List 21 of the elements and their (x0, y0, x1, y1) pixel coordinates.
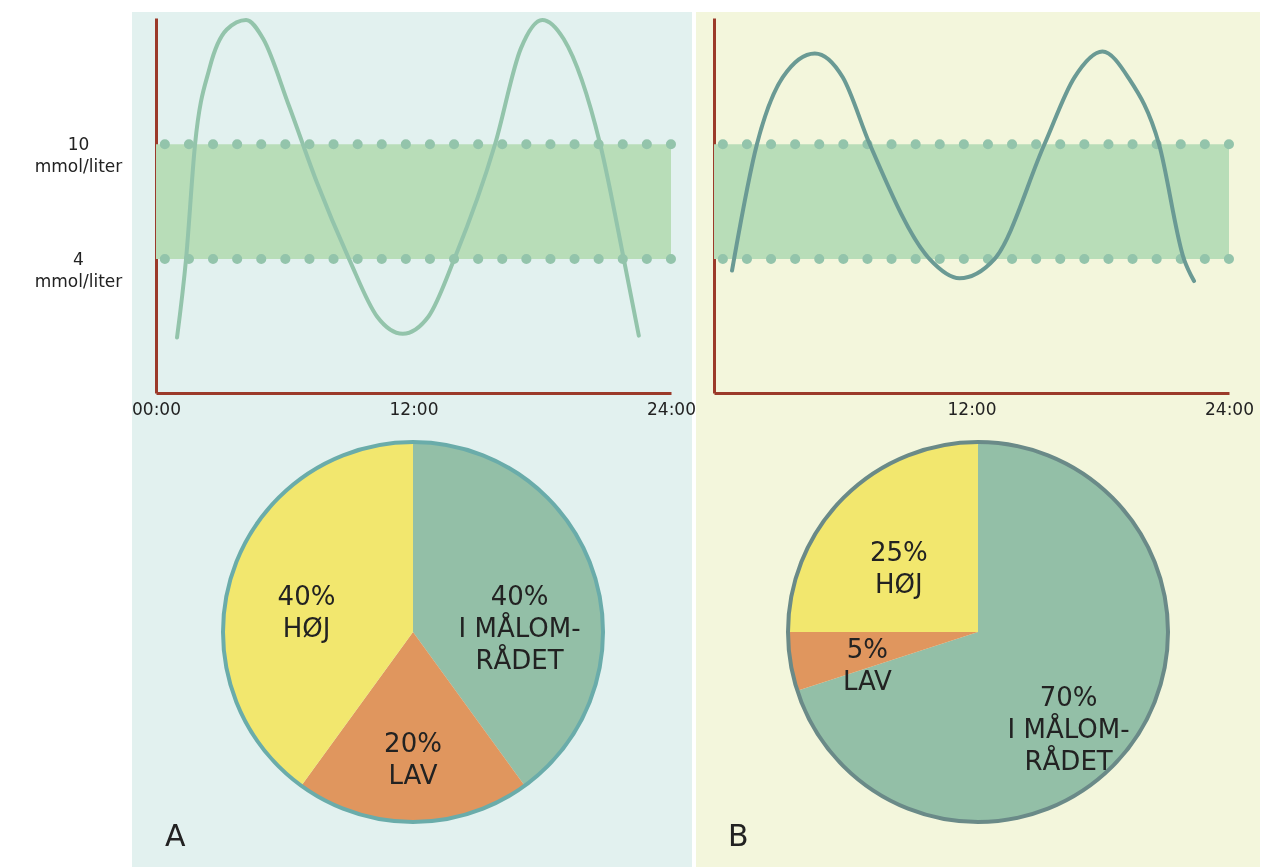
slice-label: I MÅLOM-RÅDET (1007, 712, 1130, 776)
data-label: 70% (1039, 681, 1098, 712)
data-label: 40% (277, 581, 336, 612)
x-tick-label: 12:00 (389, 398, 439, 419)
data-label: 25% (869, 536, 928, 567)
slice-label: HØJ (282, 613, 331, 644)
x-tick-label: 24:00 (1205, 398, 1254, 419)
data-label: 5% (846, 633, 888, 664)
text: A (165, 818, 186, 853)
data-label: 20% (384, 728, 442, 758)
slice-label: I MÅLOM-RÅDET (458, 612, 581, 676)
x-tick-label: 24:00 (647, 398, 696, 419)
y-tick-label: 10 mmol/liter (34, 133, 123, 176)
x-tick-label: 00:00 (132, 398, 181, 419)
y-tick-label: 4 mmol/liter (34, 248, 123, 291)
text: B (728, 818, 749, 853)
slice-label: HØJ (874, 568, 923, 599)
x-tick-label: 12:00 (947, 398, 997, 419)
slice-label: LAV (842, 665, 893, 696)
slice-label: LAV (388, 760, 438, 790)
data-label: 40% (490, 581, 549, 612)
